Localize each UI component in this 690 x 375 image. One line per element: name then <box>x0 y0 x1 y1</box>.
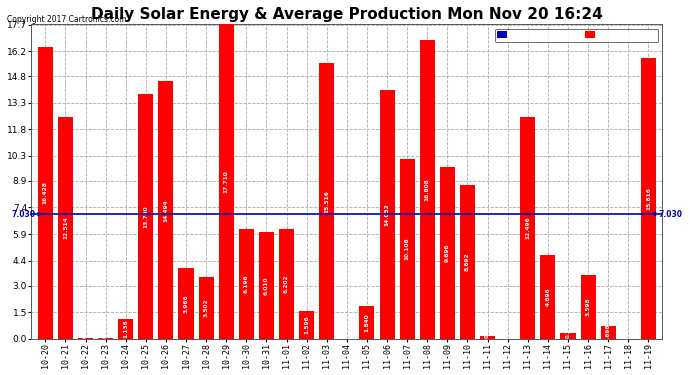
Text: 0.022: 0.022 <box>103 321 108 338</box>
Text: 6.010: 6.010 <box>264 276 269 295</box>
Bar <box>440 166 455 339</box>
Text: 7.030: 7.030 <box>11 210 41 219</box>
Text: 0.188: 0.188 <box>485 321 490 338</box>
Text: 1.136: 1.136 <box>124 320 128 338</box>
Bar <box>540 255 555 339</box>
Text: 14.032: 14.032 <box>384 203 390 226</box>
Bar <box>199 277 214 339</box>
Text: 6.202: 6.202 <box>284 274 289 293</box>
Text: 15.816: 15.816 <box>646 187 651 210</box>
Bar <box>78 338 93 339</box>
Text: 3.502: 3.502 <box>204 298 208 317</box>
Text: Copyright 2017 Cartronics.com: Copyright 2017 Cartronics.com <box>7 15 126 24</box>
Bar <box>480 336 495 339</box>
Bar <box>38 47 53 339</box>
Bar <box>299 310 314 339</box>
Text: 17.710: 17.710 <box>224 170 228 193</box>
Text: 3.966: 3.966 <box>184 294 188 313</box>
Text: 13.790: 13.790 <box>144 205 148 228</box>
Bar <box>219 24 234 339</box>
Bar <box>580 275 595 339</box>
Text: 12.514: 12.514 <box>63 216 68 239</box>
Text: 3.598: 3.598 <box>586 298 591 316</box>
Text: 1.596: 1.596 <box>304 315 309 334</box>
Text: 10.108: 10.108 <box>404 238 410 260</box>
Bar <box>601 327 615 339</box>
Bar <box>560 333 575 339</box>
Bar <box>319 63 334 339</box>
Bar <box>380 90 395 339</box>
Bar <box>279 229 294 339</box>
Bar <box>239 229 254 339</box>
Text: 0.036: 0.036 <box>83 321 88 338</box>
Bar <box>460 184 475 339</box>
Text: 4.696: 4.696 <box>545 288 551 306</box>
Bar <box>420 40 435 339</box>
Bar <box>179 268 194 339</box>
Bar <box>520 117 535 339</box>
Bar <box>641 58 656 339</box>
Text: 7.030: 7.030 <box>653 210 682 219</box>
Text: 16.808: 16.808 <box>425 178 430 201</box>
Text: 14.494: 14.494 <box>164 199 168 222</box>
Bar <box>138 94 153 339</box>
Bar <box>400 159 415 339</box>
Legend: Average  (kWh), Daily  (kWh): Average (kWh), Daily (kWh) <box>495 28 658 42</box>
Bar <box>259 232 274 339</box>
Text: 8.692: 8.692 <box>465 252 470 271</box>
Text: 15.516: 15.516 <box>324 190 329 213</box>
Text: 0.344: 0.344 <box>566 321 571 338</box>
Text: 9.696: 9.696 <box>445 243 450 262</box>
Text: 6.196: 6.196 <box>244 274 249 293</box>
Bar <box>118 319 133 339</box>
Text: 12.496: 12.496 <box>525 216 531 239</box>
Text: 0.698: 0.698 <box>606 324 611 342</box>
Bar <box>58 117 73 339</box>
Text: 1.840: 1.840 <box>364 313 369 332</box>
Bar <box>359 306 375 339</box>
Text: 16.428: 16.428 <box>43 182 48 204</box>
Title: Daily Solar Energy & Average Production Mon Nov 20 16:24: Daily Solar Energy & Average Production … <box>91 7 603 22</box>
Bar <box>159 81 173 339</box>
